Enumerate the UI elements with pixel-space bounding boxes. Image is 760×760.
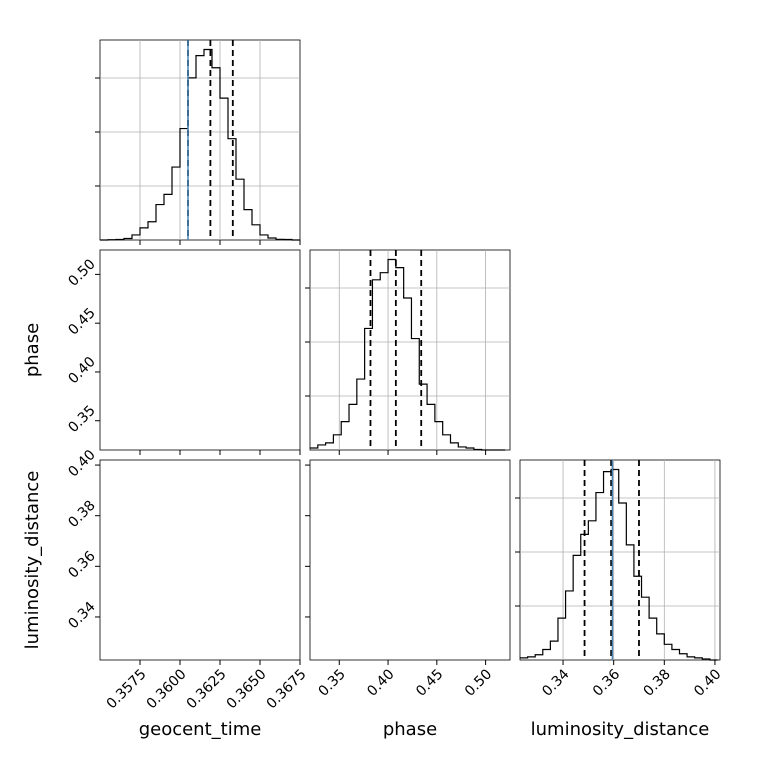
y-axis-label-luminosity_distance: luminosity_distance: [22, 471, 43, 650]
y-tick-label: 0.38: [65, 498, 98, 531]
panel-frame: [309, 459, 511, 661]
y-tick-label: 0.34: [65, 599, 98, 632]
sample-point: [332, 666, 334, 668]
sample-point: [329, 664, 331, 666]
x-tick-label: 0.34: [539, 666, 572, 699]
panel-hist-phase: [305, 249, 511, 455]
y-tick-label: 0.36: [65, 548, 98, 581]
histogram-phase: [310, 258, 506, 451]
x-tick-label: 0.40: [364, 666, 397, 699]
x-tick-label: 0.38: [641, 666, 674, 699]
x-axis-label-luminosity_distance: luminosity_distance: [531, 719, 710, 740]
sample-point: [230, 667, 232, 669]
x-tick-label: 0.45: [413, 666, 446, 699]
y-tick-label: 0.35: [65, 403, 98, 436]
y-tick-label: 0.40: [65, 447, 98, 480]
x-tick-label: 0.36: [590, 666, 623, 699]
panel-frame: [99, 39, 301, 241]
y-tick-label: 0.40: [65, 354, 98, 387]
x-axis-label-phase: phase: [383, 719, 437, 740]
x-tick-label: 0.3625: [184, 666, 230, 712]
panel-scatter-luminosity_distance-vs-phase: [305, 459, 511, 668]
panel-frame: [309, 249, 511, 451]
x-axis-label-geocent_time: geocent_time: [139, 719, 262, 740]
x-tick-label: 0.3675: [264, 666, 310, 712]
y-tick-label: 0.45: [65, 305, 98, 338]
panel-frame: [99, 249, 301, 451]
x-tick-label: 0.35: [316, 666, 349, 699]
y-tick-label: 0.50: [65, 256, 98, 289]
histogram-geocent_time: [100, 48, 300, 241]
histogram-luminosity_distance: [520, 468, 718, 661]
panel-hist-luminosity_distance: [515, 459, 721, 665]
x-tick-label: 0.40: [691, 666, 724, 699]
x-tick-label: 0.3575: [104, 666, 150, 712]
panel-scatter-luminosity_distance-vs-geocent_time: [95, 459, 301, 669]
y-axis-label-phase: phase: [22, 323, 43, 377]
panel-frame: [99, 459, 301, 661]
sample-point: [306, 645, 308, 647]
sample-point: [211, 451, 213, 453]
panel-frame: [519, 459, 721, 661]
panel-scatter-phase-vs-geocent_time: [95, 249, 301, 457]
panel-hist-geocent_time: [95, 39, 301, 245]
sample-point: [231, 455, 233, 457]
x-tick-label: 0.50: [462, 666, 495, 699]
sample-point: [213, 660, 215, 662]
x-tick-label: 0.3600: [144, 666, 190, 712]
x-tick-label: 0.3650: [224, 666, 270, 712]
